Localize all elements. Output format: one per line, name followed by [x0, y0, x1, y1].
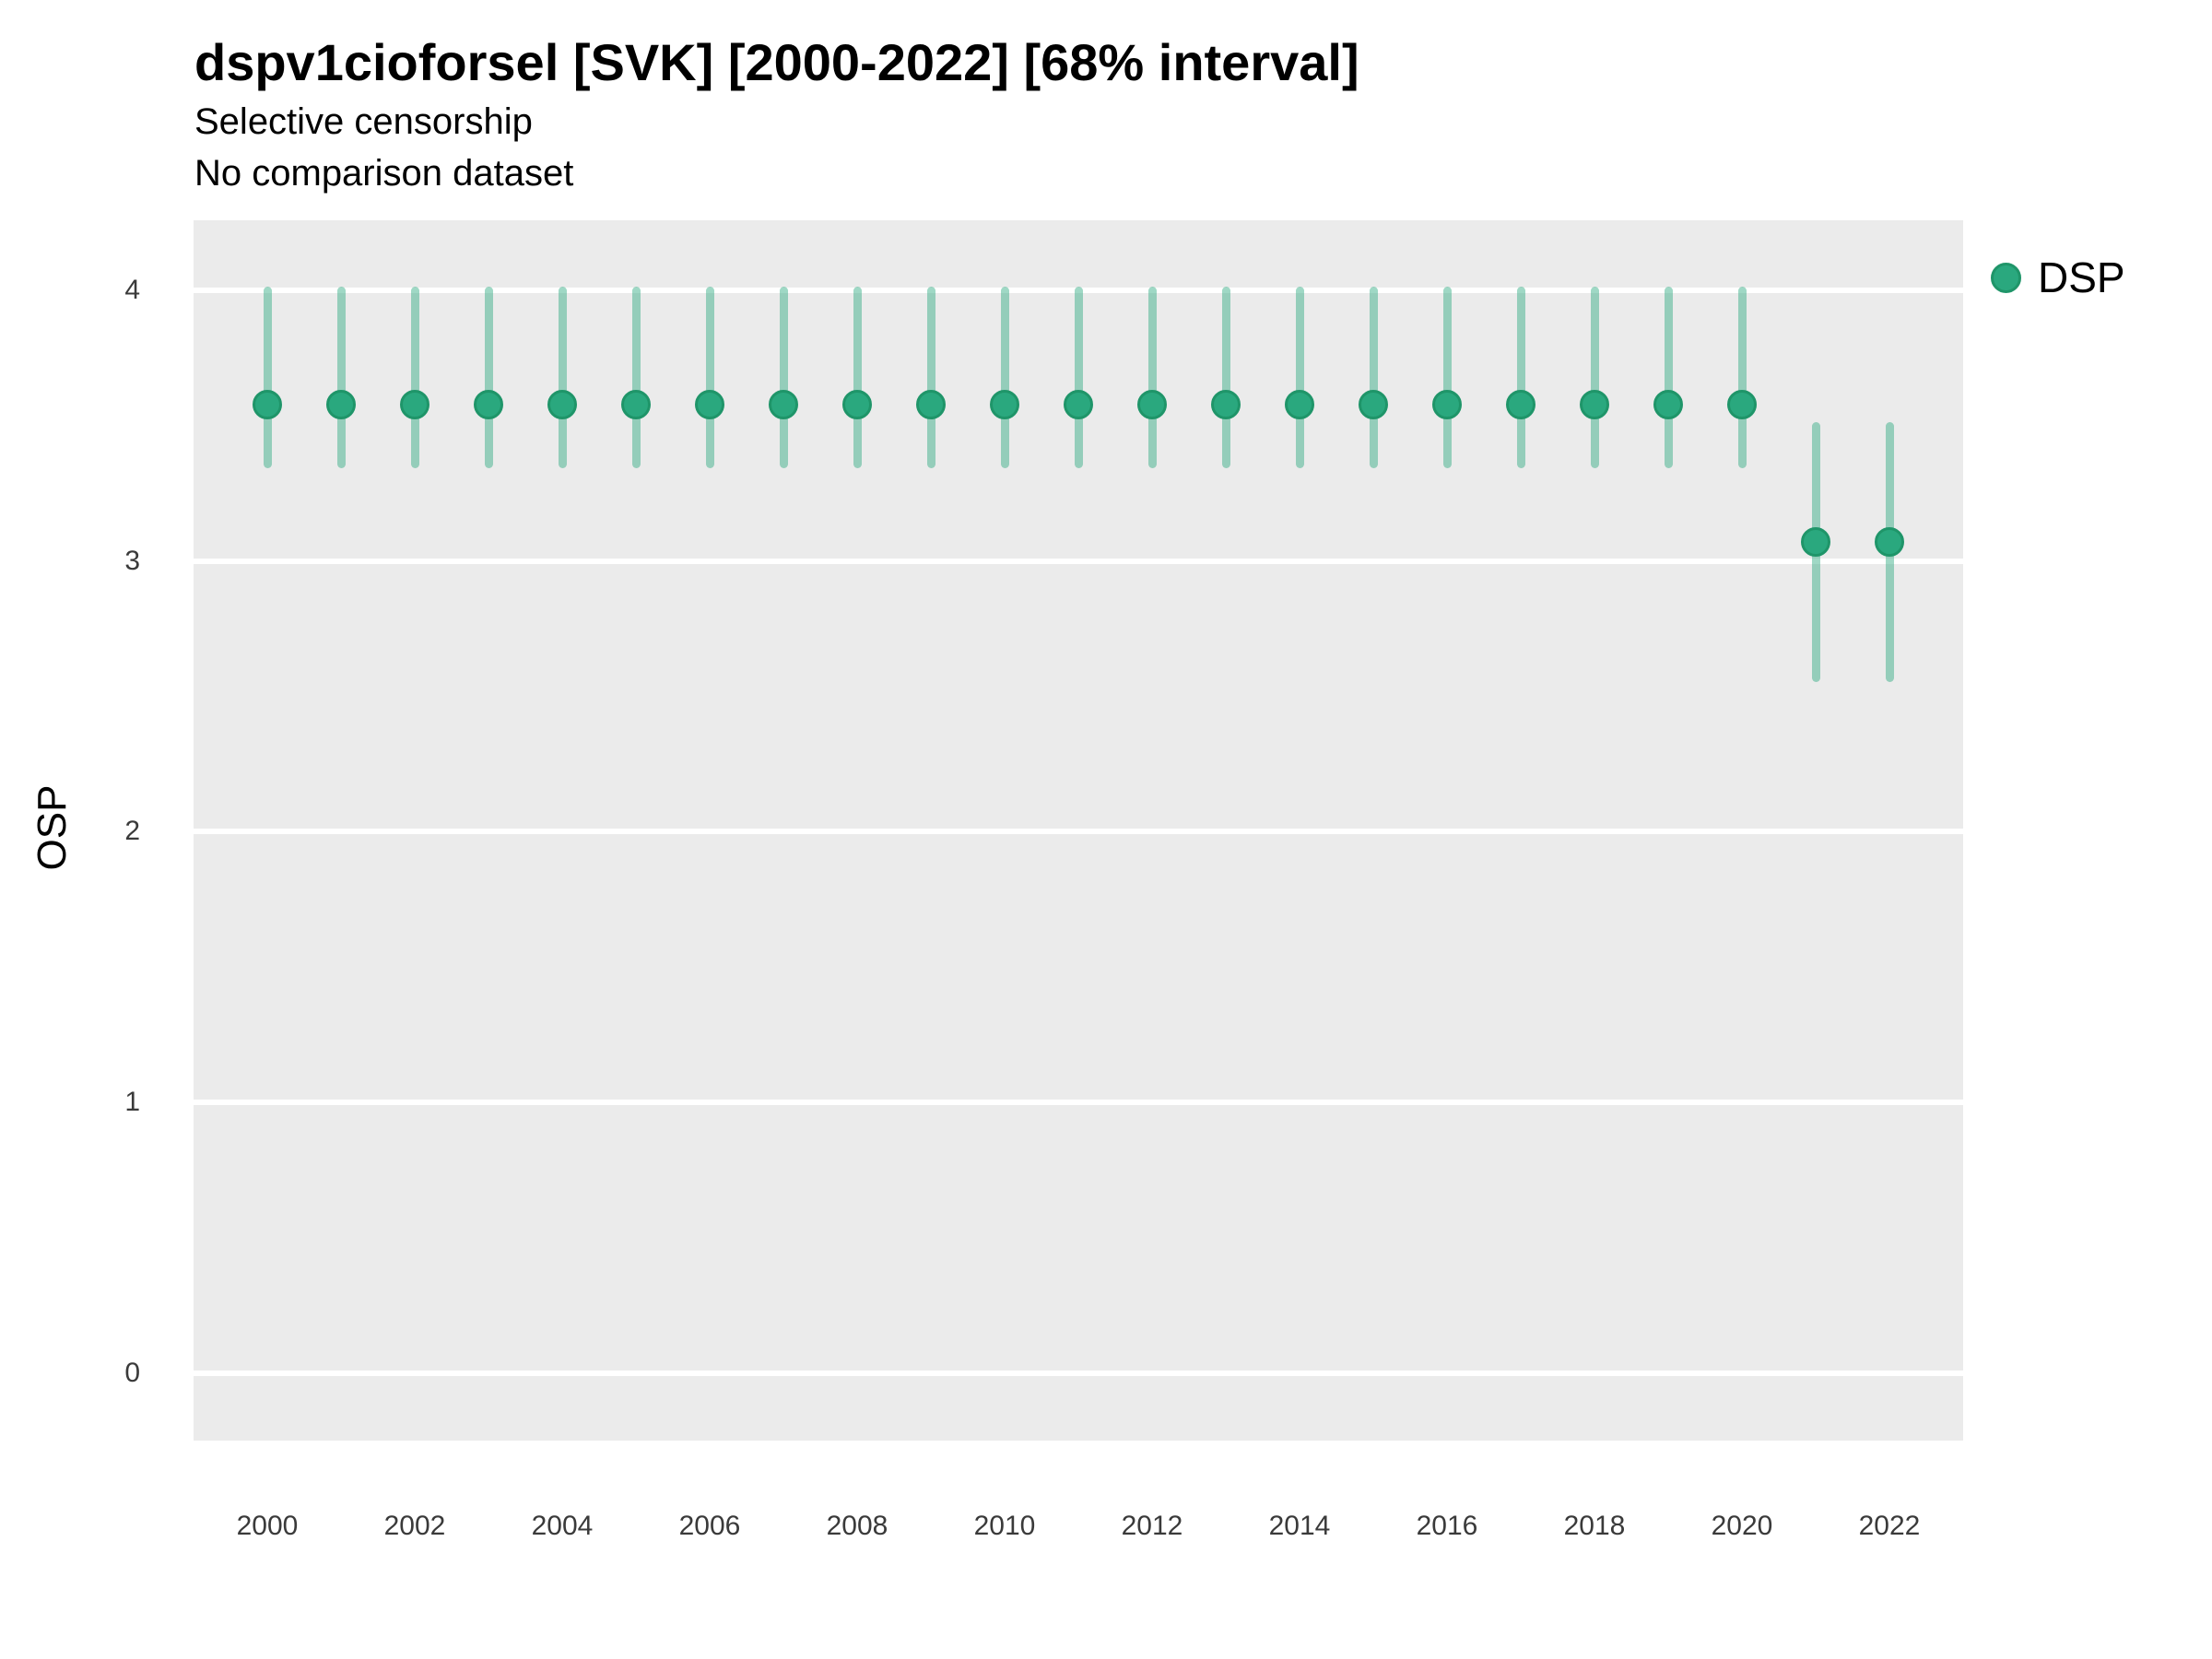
data-point-2020 — [1727, 389, 1757, 419]
data-point-2011 — [1064, 389, 1093, 419]
y-tick-label-4: 4 — [124, 275, 140, 306]
data-point-2000 — [253, 389, 282, 419]
data-point-2012 — [1137, 389, 1167, 419]
data-point-2021 — [1801, 527, 1830, 558]
page-subtitle-line1: Selective censorship — [194, 101, 533, 142]
data-point-2018 — [1580, 389, 1609, 419]
y-tick-label-1: 1 — [124, 1087, 140, 1118]
data-point-2010 — [990, 389, 1019, 419]
x-tick-label-2006: 2006 — [678, 1511, 741, 1541]
data-point-2022 — [1875, 527, 1904, 558]
interval-bar-2003 — [484, 286, 493, 468]
x-tick-label-2002: 2002 — [383, 1511, 446, 1541]
y-gridline-4 — [194, 288, 1963, 294]
plot-panel — [194, 220, 1963, 1441]
data-point-2003 — [474, 389, 503, 419]
y-gridline-1 — [194, 1100, 1963, 1106]
data-point-2002 — [400, 389, 429, 419]
interval-bar-2020 — [1737, 286, 1747, 468]
data-point-2009 — [916, 389, 946, 419]
interval-bar-2002 — [410, 286, 419, 468]
interval-bar-2011 — [1074, 286, 1083, 468]
x-tick-label-2016: 2016 — [1416, 1511, 1478, 1541]
data-point-2013 — [1211, 389, 1241, 419]
x-tick-label-2012: 2012 — [1121, 1511, 1183, 1541]
data-point-2016 — [1432, 389, 1462, 419]
x-tick-label-2022: 2022 — [1858, 1511, 1921, 1541]
data-point-2019 — [1653, 389, 1683, 419]
interval-bar-2016 — [1442, 286, 1452, 468]
data-point-2015 — [1359, 389, 1388, 419]
interval-bar-2015 — [1369, 286, 1378, 468]
y-tick-label-0: 0 — [124, 1357, 140, 1388]
interval-bar-2010 — [1000, 286, 1009, 468]
data-point-2006 — [695, 389, 724, 419]
y-tick-label-3: 3 — [124, 545, 140, 576]
interval-bar-2008 — [853, 286, 862, 468]
legend-label: DSP — [2038, 253, 2125, 301]
interval-bar-2014 — [1295, 286, 1304, 468]
interval-bar-2006 — [705, 286, 714, 468]
data-point-2001 — [326, 389, 356, 419]
interval-bar-2004 — [558, 286, 567, 468]
interval-bar-2017 — [1516, 286, 1525, 468]
data-point-2017 — [1506, 389, 1535, 419]
x-tick-label-2018: 2018 — [1563, 1511, 1626, 1541]
y-tick-label-2: 2 — [124, 816, 140, 847]
interval-bar-2018 — [1590, 286, 1599, 468]
data-point-2008 — [842, 389, 872, 419]
data-point-2004 — [547, 389, 577, 419]
y-gridline-2 — [194, 829, 1963, 835]
interval-bar-2013 — [1221, 286, 1230, 468]
interval-bar-2009 — [926, 286, 935, 468]
interval-bar-2019 — [1664, 286, 1673, 468]
x-tick-label-2010: 2010 — [973, 1511, 1036, 1541]
legend: DSP — [1991, 256, 2125, 299]
data-point-2007 — [769, 389, 798, 419]
x-tick-label-2014: 2014 — [1268, 1511, 1331, 1541]
interval-bar-2012 — [1147, 286, 1157, 468]
page-subtitle-line2: No comparison dataset — [194, 153, 574, 194]
data-point-2014 — [1285, 389, 1314, 419]
legend-item-dsp: DSP — [1991, 256, 2125, 299]
x-tick-label-2004: 2004 — [531, 1511, 594, 1541]
data-point-2005 — [621, 389, 651, 419]
page-title: dspv1cioforsel [SVK] [2000-2022] [68% in… — [194, 33, 1359, 91]
x-tick-label-2020: 2020 — [1711, 1511, 1773, 1541]
legend-point-swatch-icon — [1991, 262, 2021, 293]
x-tick-label-2008: 2008 — [826, 1511, 888, 1541]
y-gridline-0 — [194, 1370, 1963, 1376]
interval-bar-2007 — [779, 286, 788, 468]
y-gridline-3 — [194, 558, 1963, 564]
x-tick-label-2000: 2000 — [236, 1511, 299, 1541]
interval-bar-2001 — [336, 286, 346, 468]
interval-bar-2000 — [263, 286, 272, 468]
interval-bar-2005 — [631, 286, 641, 468]
